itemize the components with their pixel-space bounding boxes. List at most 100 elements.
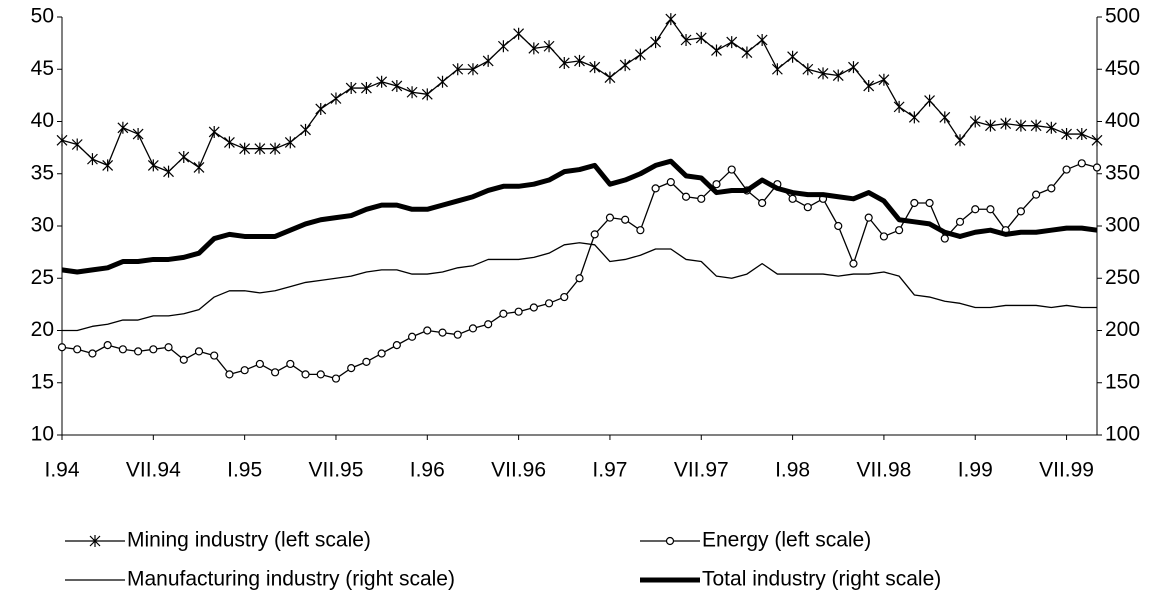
marker xyxy=(803,203,812,212)
x-tick-label: I.94 xyxy=(44,459,79,482)
x-tick-label: VII.99 xyxy=(1039,459,1094,482)
series-line xyxy=(61,162,1098,380)
marker xyxy=(756,33,768,46)
marker xyxy=(102,159,114,172)
marker xyxy=(239,142,251,155)
x-tick-label: VII.96 xyxy=(491,459,546,482)
marker xyxy=(377,349,386,358)
marker xyxy=(908,111,920,124)
marker xyxy=(316,370,325,379)
marker xyxy=(468,324,478,333)
marker xyxy=(87,153,98,166)
marker xyxy=(208,125,220,138)
marker xyxy=(954,134,966,147)
legend-label: Mining industry (left scale) xyxy=(127,529,371,552)
marker xyxy=(103,341,112,350)
marker xyxy=(665,13,677,26)
marker xyxy=(254,142,266,155)
y2-tick-label: 250 xyxy=(1105,266,1140,289)
legend-label: Manufacturing industry (right scale) xyxy=(127,568,455,591)
marker xyxy=(225,370,234,379)
marker xyxy=(666,178,675,187)
marker xyxy=(1076,128,1088,141)
marker xyxy=(529,303,538,312)
marker xyxy=(484,320,493,329)
marker xyxy=(210,351,219,360)
marker xyxy=(543,40,555,53)
marker xyxy=(726,36,738,49)
marker xyxy=(482,54,494,67)
y-tick-label: 35 xyxy=(31,161,54,184)
y-tick-label: 50 xyxy=(31,5,54,28)
marker xyxy=(741,46,753,59)
y-tick-label: 30 xyxy=(31,214,54,237)
marker xyxy=(528,42,540,55)
y2-tick-label: 450 xyxy=(1105,57,1140,80)
marker xyxy=(315,102,327,115)
x-tick-label: VII.95 xyxy=(309,459,364,482)
marker xyxy=(560,292,569,302)
marker xyxy=(895,226,904,235)
marker xyxy=(391,79,403,92)
marker xyxy=(438,328,447,337)
y-tick-label: 45 xyxy=(31,57,54,80)
marker xyxy=(863,79,875,92)
marker xyxy=(331,374,341,383)
x-tick-label: I.99 xyxy=(958,459,993,482)
marker xyxy=(727,165,736,174)
y2-tick-label: 200 xyxy=(1105,318,1140,341)
marker xyxy=(910,198,919,208)
marker xyxy=(453,330,462,339)
marker xyxy=(421,88,433,101)
legend-label: Total industry (right scale) xyxy=(702,568,941,591)
marker xyxy=(590,230,599,239)
marker xyxy=(73,345,82,354)
marker xyxy=(969,115,981,128)
marker xyxy=(1062,165,1071,174)
marker xyxy=(574,54,585,67)
marker xyxy=(1091,134,1103,147)
y2-tick-label: 400 xyxy=(1105,109,1140,132)
marker xyxy=(544,299,554,308)
y2-tick-label: 500 xyxy=(1105,5,1140,28)
marker xyxy=(284,136,296,149)
marker xyxy=(513,27,525,40)
marker xyxy=(711,44,722,57)
marker xyxy=(57,343,67,352)
marker xyxy=(1032,190,1041,199)
marker xyxy=(787,50,799,63)
marker xyxy=(514,307,523,316)
x-tick-label: I.95 xyxy=(227,459,262,482)
marker xyxy=(621,215,630,224)
marker xyxy=(1030,119,1042,132)
marker xyxy=(270,368,280,377)
marker xyxy=(118,345,127,354)
y2-tick-label: 150 xyxy=(1105,370,1140,393)
marker xyxy=(1061,128,1072,141)
y2-tick-label: 100 xyxy=(1105,423,1140,446)
marker xyxy=(971,205,980,214)
marker xyxy=(240,366,249,375)
marker xyxy=(362,357,371,366)
marker xyxy=(452,63,464,76)
x-tick-label: I.98 xyxy=(775,459,810,482)
marker xyxy=(194,347,204,356)
marker xyxy=(499,309,508,318)
y-tick-label: 40 xyxy=(31,109,54,132)
marker xyxy=(925,198,934,208)
series-line xyxy=(61,18,1098,173)
marker xyxy=(423,326,432,335)
marker xyxy=(301,370,310,379)
marker xyxy=(360,82,372,95)
legend-marker xyxy=(89,535,101,547)
marker xyxy=(147,159,159,172)
marker xyxy=(939,111,951,124)
marker xyxy=(56,134,68,147)
marker xyxy=(955,217,965,226)
x-tick-label: VII.97 xyxy=(674,459,729,482)
marker xyxy=(134,347,143,356)
legend-marker xyxy=(665,536,675,546)
y-tick-label: 20 xyxy=(31,318,54,341)
y2-tick-label: 350 xyxy=(1105,161,1140,184)
x-tick-label: I.96 xyxy=(410,459,445,482)
